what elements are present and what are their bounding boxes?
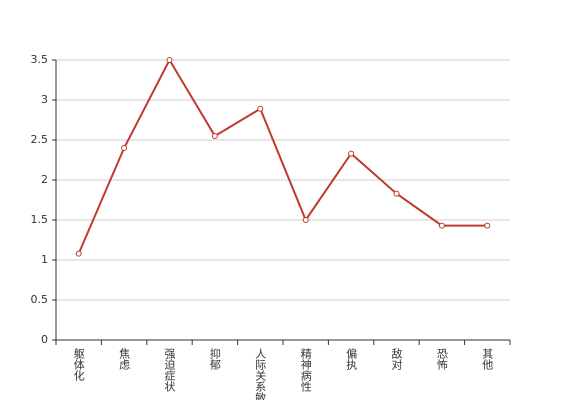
x-tick-label: 抑郁	[208, 347, 221, 370]
x-tick-label: 强迫症状	[163, 348, 176, 392]
y-tick-label: 1	[41, 253, 48, 266]
point	[75, 250, 82, 257]
point	[211, 133, 218, 139]
point	[302, 217, 309, 223]
point	[257, 105, 264, 112]
x-tick-label: 敌对	[390, 347, 403, 370]
x-tick-label: 人际关系敏感	[254, 348, 267, 400]
x-tick-label: 偏执	[345, 347, 358, 371]
x-tick-label: 其他	[481, 348, 494, 370]
x-tick-label: 躯体化	[72, 348, 85, 382]
point	[393, 190, 400, 197]
y-tick-label: 1.5	[31, 213, 49, 226]
point	[484, 222, 491, 229]
point	[348, 150, 355, 157]
line	[77, 57, 488, 254]
x-tick-label: 焦虑	[118, 348, 131, 370]
x-tick-label: 精神病性	[299, 348, 312, 393]
y-tick-label: 0	[41, 333, 48, 346]
y-tick-label: 0.5	[31, 293, 49, 306]
y-tick-label: 2	[41, 173, 48, 186]
y-tick-label: 3.5	[31, 53, 49, 66]
point	[438, 222, 445, 229]
x-tick-label: 恐怖	[435, 348, 448, 370]
point	[166, 57, 173, 63]
y-tick-label: 2.5	[31, 133, 49, 146]
point	[121, 145, 128, 151]
y-tick-label: 3	[41, 93, 48, 106]
